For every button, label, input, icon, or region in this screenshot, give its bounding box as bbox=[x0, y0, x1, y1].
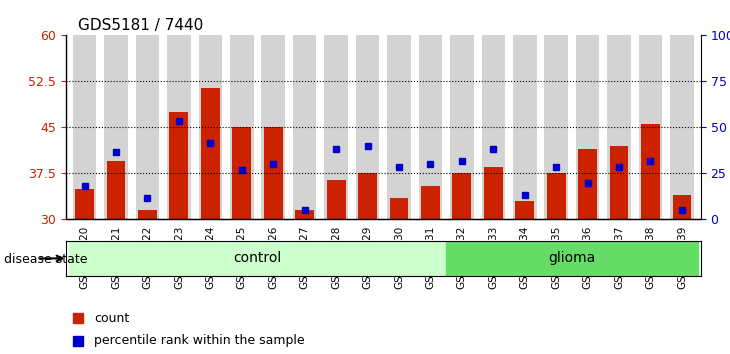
Bar bbox=[326, 179, 345, 219]
Bar bbox=[324, 35, 348, 219]
Bar bbox=[576, 35, 599, 219]
Bar bbox=[515, 201, 534, 219]
Bar bbox=[453, 173, 472, 219]
Bar bbox=[356, 35, 380, 219]
Bar bbox=[390, 198, 408, 219]
Bar bbox=[513, 35, 537, 219]
Text: disease state: disease state bbox=[4, 253, 87, 266]
Text: glioma: glioma bbox=[548, 251, 596, 266]
Bar bbox=[201, 87, 220, 219]
Bar bbox=[607, 35, 631, 219]
Bar bbox=[104, 35, 128, 219]
Bar bbox=[138, 210, 157, 219]
Bar bbox=[484, 167, 503, 219]
Bar bbox=[261, 35, 285, 219]
Bar bbox=[136, 35, 159, 219]
Text: GDS5181 / 7440: GDS5181 / 7440 bbox=[78, 18, 204, 33]
Bar bbox=[169, 112, 188, 219]
Bar bbox=[421, 186, 440, 219]
Bar bbox=[387, 35, 411, 219]
Bar bbox=[73, 35, 96, 219]
Bar bbox=[639, 35, 662, 219]
Bar bbox=[545, 35, 568, 219]
Bar bbox=[69, 241, 446, 276]
Bar bbox=[446, 241, 698, 276]
Text: count: count bbox=[94, 312, 129, 325]
Bar bbox=[199, 35, 222, 219]
Bar bbox=[232, 127, 251, 219]
Bar bbox=[107, 161, 126, 219]
Bar bbox=[293, 35, 316, 219]
Bar bbox=[264, 127, 283, 219]
Bar bbox=[547, 173, 566, 219]
Bar bbox=[670, 35, 693, 219]
Bar bbox=[295, 210, 314, 219]
Bar bbox=[75, 189, 94, 219]
Bar bbox=[610, 146, 629, 219]
Bar bbox=[450, 35, 474, 219]
Bar bbox=[230, 35, 253, 219]
Bar bbox=[167, 35, 191, 219]
Bar bbox=[418, 35, 442, 219]
Text: control: control bbox=[234, 251, 282, 266]
Bar bbox=[482, 35, 505, 219]
Bar bbox=[578, 149, 597, 219]
Bar bbox=[358, 173, 377, 219]
Text: percentile rank within the sample: percentile rank within the sample bbox=[94, 334, 305, 347]
Bar bbox=[641, 124, 660, 219]
Bar bbox=[672, 195, 691, 219]
